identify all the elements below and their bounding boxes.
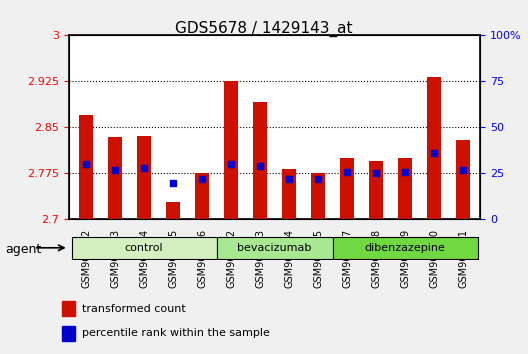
Point	[82, 161, 90, 167]
Point	[140, 165, 148, 171]
Point	[459, 167, 467, 173]
Bar	[369, 161, 383, 219]
Point	[285, 176, 293, 182]
Text: percentile rank within the sample: percentile rank within the sample	[82, 328, 270, 338]
Bar	[79, 115, 93, 219]
Text: agent: agent	[5, 243, 42, 256]
Point	[227, 161, 235, 167]
Bar	[253, 102, 267, 219]
Text: control: control	[125, 243, 163, 253]
Point	[256, 163, 265, 169]
Bar	[282, 169, 296, 219]
Point	[111, 167, 119, 173]
Point	[343, 169, 351, 175]
Text: GDS5678 / 1429143_at: GDS5678 / 1429143_at	[175, 21, 353, 38]
Bar	[71, 236, 216, 259]
Point	[198, 176, 206, 182]
Point	[169, 180, 177, 185]
Text: bevacizumab: bevacizumab	[238, 243, 312, 253]
Bar	[108, 137, 122, 219]
Bar	[137, 136, 152, 219]
Bar	[62, 301, 76, 316]
Bar	[216, 236, 333, 259]
Text: dibenzazepine: dibenzazepine	[365, 243, 446, 253]
Bar	[427, 77, 441, 219]
Text: transformed count: transformed count	[82, 304, 186, 314]
Point	[430, 150, 438, 156]
Bar	[456, 140, 470, 219]
Point	[372, 171, 380, 176]
Point	[314, 176, 322, 182]
Bar	[224, 81, 238, 219]
Bar	[195, 173, 209, 219]
Bar	[311, 173, 325, 219]
Bar	[62, 326, 76, 341]
Bar	[340, 158, 354, 219]
Bar	[333, 236, 478, 259]
Bar	[398, 158, 412, 219]
Bar	[166, 202, 180, 219]
Point	[401, 169, 409, 175]
